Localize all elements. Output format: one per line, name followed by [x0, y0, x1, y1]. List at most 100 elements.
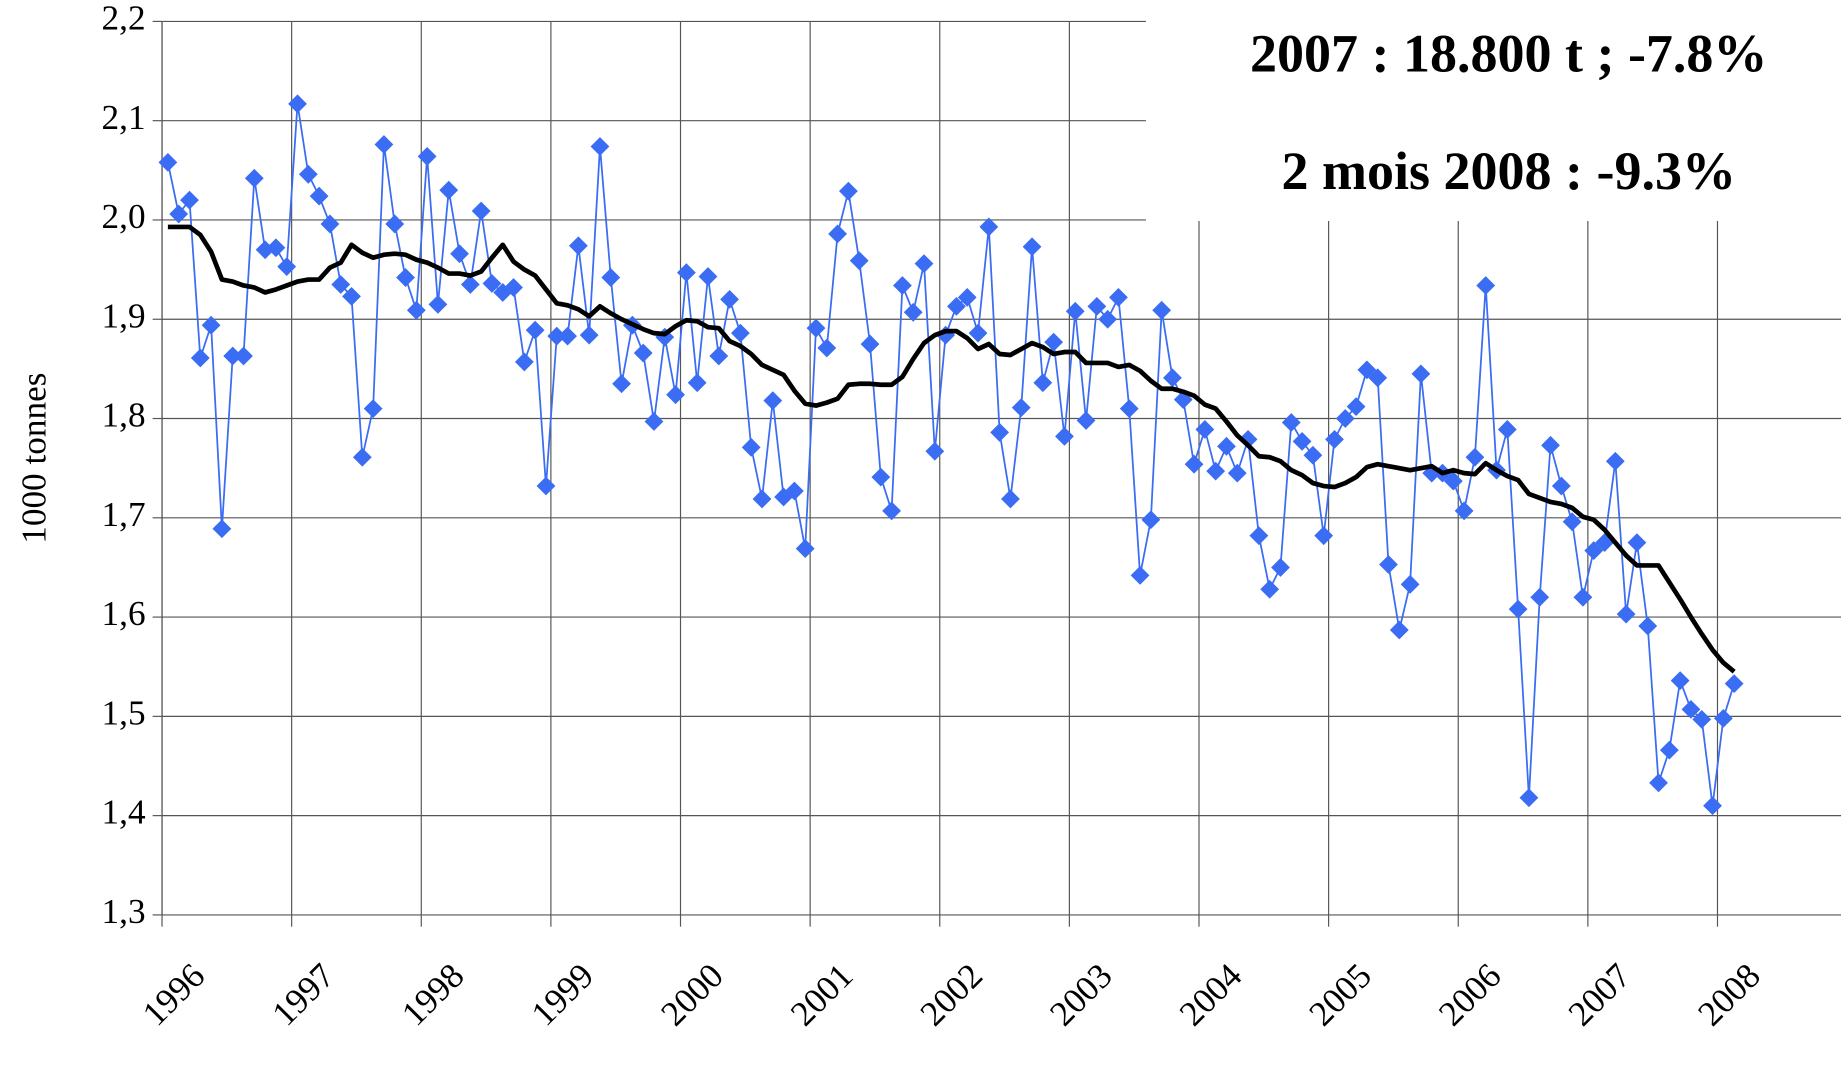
point — [1573, 587, 1593, 607]
point — [990, 423, 1010, 442]
point — [806, 318, 826, 338]
point — [352, 447, 372, 467]
point — [1109, 288, 1128, 307]
point — [1325, 429, 1344, 449]
x-tick-label: 2008 — [1690, 956, 1767, 1033]
point — [666, 385, 685, 405]
point — [471, 201, 491, 221]
x-tick-label: 2000 — [653, 956, 730, 1033]
point — [925, 441, 945, 461]
point — [968, 323, 988, 343]
point — [439, 180, 459, 200]
point — [212, 519, 232, 539]
point — [1389, 620, 1409, 640]
point — [1530, 587, 1550, 607]
point — [320, 214, 340, 234]
y-tick-label: 1,3 — [102, 892, 146, 931]
x-tick-label: 1997 — [265, 956, 342, 1033]
x-tick-label: 2004 — [1172, 956, 1250, 1034]
point — [482, 274, 502, 293]
point — [579, 325, 599, 345]
point — [234, 346, 253, 366]
point — [590, 137, 610, 156]
point — [1141, 510, 1161, 530]
point — [882, 501, 902, 521]
point — [1551, 476, 1571, 496]
x-tick-label: 1996 — [135, 956, 212, 1033]
y-tick-label: 1,7 — [102, 495, 146, 534]
annotation: 2007 : 18.800 t ; -7.8% — [1250, 23, 1767, 83]
point — [169, 204, 189, 224]
y-tick-label: 2,2 — [102, 0, 146, 37]
series-line — [167, 224, 1736, 674]
point — [1163, 368, 1182, 388]
point — [180, 190, 199, 210]
point — [1195, 420, 1215, 439]
point — [288, 94, 307, 114]
point — [558, 326, 577, 346]
point — [795, 539, 815, 558]
point — [1152, 300, 1172, 320]
point — [763, 391, 783, 411]
point — [633, 343, 653, 363]
point — [277, 257, 297, 277]
point — [514, 352, 534, 372]
point — [871, 467, 891, 487]
point — [1281, 413, 1301, 432]
y-tick-label: 1,8 — [102, 396, 146, 435]
point — [1508, 599, 1528, 619]
point — [612, 374, 631, 394]
point — [536, 476, 556, 496]
point — [601, 268, 621, 287]
point — [298, 164, 318, 184]
x-tick-label: 2005 — [1302, 956, 1379, 1033]
point — [1605, 451, 1625, 471]
point — [676, 263, 696, 282]
point — [1454, 501, 1474, 521]
point — [1184, 454, 1204, 474]
point — [839, 181, 858, 201]
y-tick-label: 2,1 — [102, 98, 146, 137]
annotation: 2 mois 2008 : -9.3% — [1281, 141, 1735, 201]
point — [1713, 708, 1733, 728]
point — [450, 244, 469, 264]
point — [1692, 709, 1712, 729]
y-tick-label: 2,0 — [102, 197, 146, 236]
point — [201, 315, 221, 335]
point — [957, 288, 977, 307]
point — [947, 296, 966, 316]
series-line — [167, 102, 1735, 807]
x-tick-label: 2002 — [913, 956, 990, 1033]
point — [1303, 445, 1323, 465]
point — [385, 214, 405, 234]
point — [396, 268, 415, 287]
x-tick-label: 2001 — [783, 956, 860, 1033]
point — [363, 399, 383, 418]
point — [1011, 398, 1031, 417]
point — [1217, 436, 1236, 456]
point — [190, 348, 210, 368]
point — [1173, 390, 1193, 410]
point — [1443, 471, 1463, 491]
point — [223, 346, 243, 366]
point — [1033, 373, 1053, 393]
point — [1519, 788, 1539, 808]
point — [1703, 796, 1722, 816]
point — [698, 267, 718, 286]
point — [1065, 301, 1085, 321]
point — [893, 276, 912, 295]
point — [1497, 420, 1517, 439]
point — [849, 251, 869, 271]
point — [1638, 616, 1658, 636]
point — [374, 135, 394, 154]
point — [1379, 555, 1398, 574]
y-tick-label: 1,4 — [102, 793, 146, 832]
point — [1249, 526, 1269, 546]
point — [914, 254, 934, 274]
point — [1206, 461, 1226, 481]
point — [1314, 526, 1334, 546]
point — [741, 437, 761, 457]
point — [428, 294, 448, 314]
point — [817, 338, 837, 358]
